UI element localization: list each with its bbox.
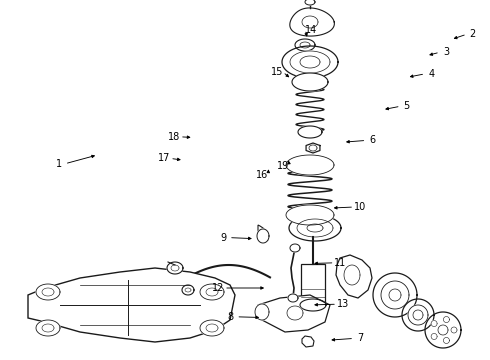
Polygon shape xyxy=(373,273,417,317)
Polygon shape xyxy=(182,285,194,295)
Text: 5: 5 xyxy=(404,101,410,111)
Polygon shape xyxy=(289,215,341,241)
Polygon shape xyxy=(42,324,54,332)
Text: 7: 7 xyxy=(357,333,363,343)
Polygon shape xyxy=(425,312,461,348)
Polygon shape xyxy=(36,284,60,300)
Text: 19: 19 xyxy=(277,161,289,171)
Polygon shape xyxy=(413,310,423,320)
Polygon shape xyxy=(431,320,437,327)
Polygon shape xyxy=(292,73,328,91)
Text: 10: 10 xyxy=(354,202,366,212)
Polygon shape xyxy=(443,316,449,323)
Polygon shape xyxy=(206,288,218,296)
Polygon shape xyxy=(297,219,333,237)
Text: 2: 2 xyxy=(470,29,476,39)
Text: 13: 13 xyxy=(337,299,349,309)
Polygon shape xyxy=(286,155,334,175)
Polygon shape xyxy=(408,305,428,325)
Text: 4: 4 xyxy=(428,69,434,79)
Text: 6: 6 xyxy=(369,135,375,145)
Polygon shape xyxy=(381,281,409,309)
Polygon shape xyxy=(282,46,338,78)
Polygon shape xyxy=(258,225,268,242)
Text: 1: 1 xyxy=(56,159,62,169)
Text: 16: 16 xyxy=(256,170,269,180)
Text: 17: 17 xyxy=(158,153,171,163)
Polygon shape xyxy=(298,126,322,138)
Polygon shape xyxy=(200,284,224,300)
Polygon shape xyxy=(431,333,437,339)
Polygon shape xyxy=(300,299,326,311)
Polygon shape xyxy=(167,262,183,274)
Polygon shape xyxy=(307,224,323,232)
Polygon shape xyxy=(42,288,54,296)
Polygon shape xyxy=(336,255,372,298)
Polygon shape xyxy=(255,304,269,320)
Bar xyxy=(301,264,325,305)
Polygon shape xyxy=(302,336,314,347)
Text: 15: 15 xyxy=(270,67,283,77)
Polygon shape xyxy=(28,268,235,342)
Text: 9: 9 xyxy=(220,233,226,243)
Text: 14: 14 xyxy=(305,24,317,35)
Polygon shape xyxy=(287,306,303,320)
Polygon shape xyxy=(295,39,315,51)
Polygon shape xyxy=(300,42,310,48)
Polygon shape xyxy=(305,0,315,5)
Polygon shape xyxy=(451,327,457,333)
Polygon shape xyxy=(288,294,298,302)
Polygon shape xyxy=(438,325,448,335)
Text: 12: 12 xyxy=(212,283,224,293)
Polygon shape xyxy=(257,229,269,243)
Polygon shape xyxy=(389,289,401,301)
Polygon shape xyxy=(402,299,434,331)
Text: 11: 11 xyxy=(334,258,346,268)
Polygon shape xyxy=(443,337,449,343)
Polygon shape xyxy=(200,320,224,336)
Polygon shape xyxy=(290,51,330,73)
Text: 3: 3 xyxy=(443,47,449,57)
Polygon shape xyxy=(258,295,330,332)
Text: 8: 8 xyxy=(227,312,233,322)
Polygon shape xyxy=(206,324,218,332)
Polygon shape xyxy=(290,8,334,36)
Polygon shape xyxy=(344,265,360,285)
Polygon shape xyxy=(36,320,60,336)
Polygon shape xyxy=(286,205,334,225)
Text: 18: 18 xyxy=(168,132,180,142)
Polygon shape xyxy=(306,143,320,153)
Polygon shape xyxy=(300,56,320,68)
Polygon shape xyxy=(290,244,300,252)
